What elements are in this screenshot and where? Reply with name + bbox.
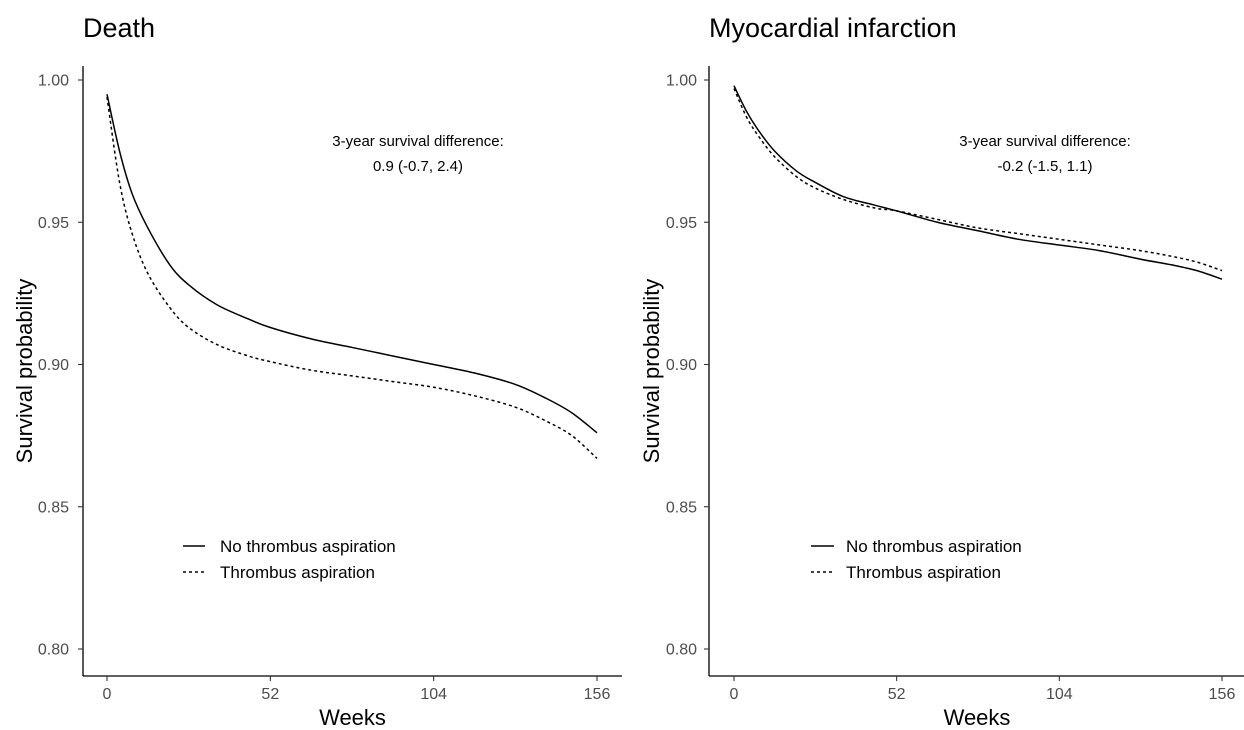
- panel-title: Myocardial infarction: [709, 13, 957, 43]
- legend-label: No thrombus aspiration: [220, 537, 396, 556]
- series-line-thrombus-aspiration: [106, 96, 598, 459]
- y-tick-label: 0.85: [38, 499, 69, 516]
- annotation-label: 3-year survival difference:: [959, 133, 1130, 150]
- y-axis-title: Survival probability: [639, 279, 664, 464]
- x-axis-title: Weeks: [944, 705, 1011, 730]
- y-tick-label: 0.80: [38, 642, 69, 659]
- legend-label: Thrombus aspiration: [846, 563, 1001, 582]
- x-tick-label: 52: [888, 686, 906, 703]
- x-tick-label: 0: [730, 686, 739, 703]
- x-tick-label: 156: [1209, 686, 1236, 703]
- x-tick-label: 0: [103, 686, 112, 703]
- panel-death: Death 0.80 0.85 0.90 0.95 1.00 0 52 104 156 Weeks S…: [12, 13, 622, 730]
- y-tick-label: 0.95: [38, 215, 69, 232]
- y-tick-label: 0.85: [666, 499, 697, 516]
- y-axis-title: Survival probability: [12, 279, 37, 464]
- annotation-value: -0.2 (-1.5, 1.1): [997, 158, 1092, 175]
- y-tick-label: 0.90: [38, 357, 69, 374]
- panel-title: Death: [83, 13, 155, 43]
- legend-label: Thrombus aspiration: [220, 563, 375, 582]
- y-tick-label: 0.80: [666, 642, 697, 659]
- x-tick-label: 104: [1046, 686, 1073, 703]
- legend-label: No thrombus aspiration: [846, 537, 1022, 556]
- y-tick-label: 0.95: [666, 215, 697, 232]
- x-tick-label: 52: [261, 686, 279, 703]
- y-tick-label: 1.00: [666, 73, 697, 90]
- x-axis-title: Weeks: [319, 705, 386, 730]
- y-tick-label: 0.90: [666, 357, 697, 374]
- x-tick-label: 156: [584, 686, 611, 703]
- series-line-no-thrombus-aspiration: [106, 94, 598, 434]
- series-line-no-thrombus-aspiration: [733, 85, 1223, 280]
- annotation-value: 0.9 (-0.7, 2.4): [373, 158, 463, 175]
- series-line-thrombus-aspiration: [733, 88, 1223, 272]
- panel-myocardial-infarction: Myocardial infarction 0.80 0.85 0.90 0.95 1.0…: [639, 13, 1244, 730]
- x-tick-label: 104: [420, 686, 447, 703]
- y-tick-label: 1.00: [38, 73, 69, 90]
- annotation-label: 3-year survival difference:: [332, 133, 503, 150]
